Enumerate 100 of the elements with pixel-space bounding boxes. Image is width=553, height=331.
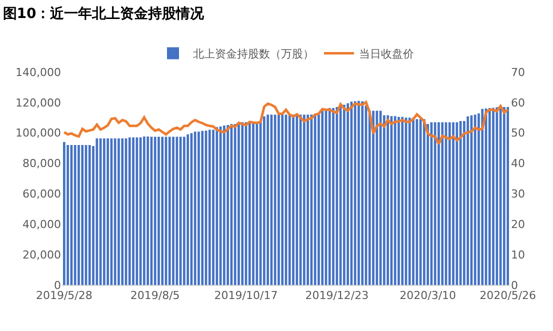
bar [318,114,320,285]
bar [394,116,396,285]
bar [288,114,291,285]
bar [132,137,134,285]
chart-title: 图10：近一年北上资金持股情况 [2,5,206,22]
bar [274,114,276,285]
bar [161,136,164,285]
bar [234,124,236,285]
bar [63,142,66,285]
bar [281,114,284,285]
bar [361,101,364,285]
y2-tick-label: 10 [511,248,525,262]
bar [492,108,494,285]
bar [372,110,374,285]
x-tick-label: 2020/5/26 [480,289,536,302]
line-series [62,100,510,146]
y-tick-label: 20,000 [22,248,61,262]
x-tick-label: 2019/12/23 [305,289,369,302]
bar [314,114,316,285]
bar [303,114,306,285]
bar [96,138,98,285]
bar [238,122,240,285]
bar [412,118,414,285]
bar [172,136,174,285]
bar [241,122,244,285]
bar [143,136,146,285]
bar [448,122,451,285]
bar [74,145,76,285]
y-tick-label: 40,000 [22,218,61,231]
bar [223,126,226,285]
bar [106,138,109,285]
bar [78,145,80,285]
bar [252,122,254,285]
bar [328,108,331,285]
bar [201,130,204,285]
bar [292,114,294,285]
bar [154,136,156,285]
bar [278,114,280,285]
bar [416,119,418,285]
y-tick-label: 0 [54,278,61,292]
y-tick-label: 100,000 [16,126,61,140]
bar [136,137,138,285]
x-tick-label: 2019/8/5 [130,289,180,302]
bar [481,108,484,285]
bar [183,136,186,285]
bar [321,110,324,285]
bar [332,108,334,285]
bar [296,114,298,285]
bar [346,103,349,285]
bar [146,136,149,285]
y2-tick-label: 50 [511,126,525,140]
bar [434,122,436,285]
x-tick-label: 2019/5/28 [36,289,92,302]
bar [336,106,338,285]
y2-tick-label: 70 [511,66,525,79]
legend-label: 当日收盘价 [359,48,414,61]
bar [186,134,189,285]
y2-tick-label: 30 [511,188,525,201]
bar [118,138,120,285]
bar [478,113,480,285]
bar [266,114,269,285]
bar [66,145,69,285]
bar [466,116,469,285]
bar [438,122,440,285]
bar [398,116,400,285]
bar [383,115,386,285]
bar [226,124,229,285]
bar [488,108,491,285]
bar [441,122,444,285]
bar [386,115,389,285]
bar [423,119,426,285]
bar [103,138,106,285]
bar [354,101,356,285]
x-tick-label: 2020/3/10 [400,289,456,302]
y2-tick-label: 40 [511,157,525,170]
bar [88,145,91,285]
bar [463,120,466,285]
bar [176,136,178,285]
y2-tick-label: 20 [511,218,525,231]
bar [503,106,506,285]
legend-label: 北上资金持股数（万股） [193,48,314,61]
bar [194,132,196,285]
bar [248,122,251,285]
bar [81,145,84,285]
bar [168,136,171,285]
bar [401,116,404,285]
y2-tick-label: 60 [511,96,525,110]
bar [114,138,116,285]
bar [158,136,160,285]
x-tick-label: 2019/10/17 [214,289,278,302]
bar [306,114,309,285]
bar [506,106,509,285]
bar [452,122,454,285]
bar [212,130,214,285]
bar [263,116,266,285]
bar [198,132,200,285]
bar [256,122,258,285]
bar [128,137,131,285]
y-tick-label: 120,000 [16,96,61,110]
y2-tick-label: 0 [511,278,518,292]
